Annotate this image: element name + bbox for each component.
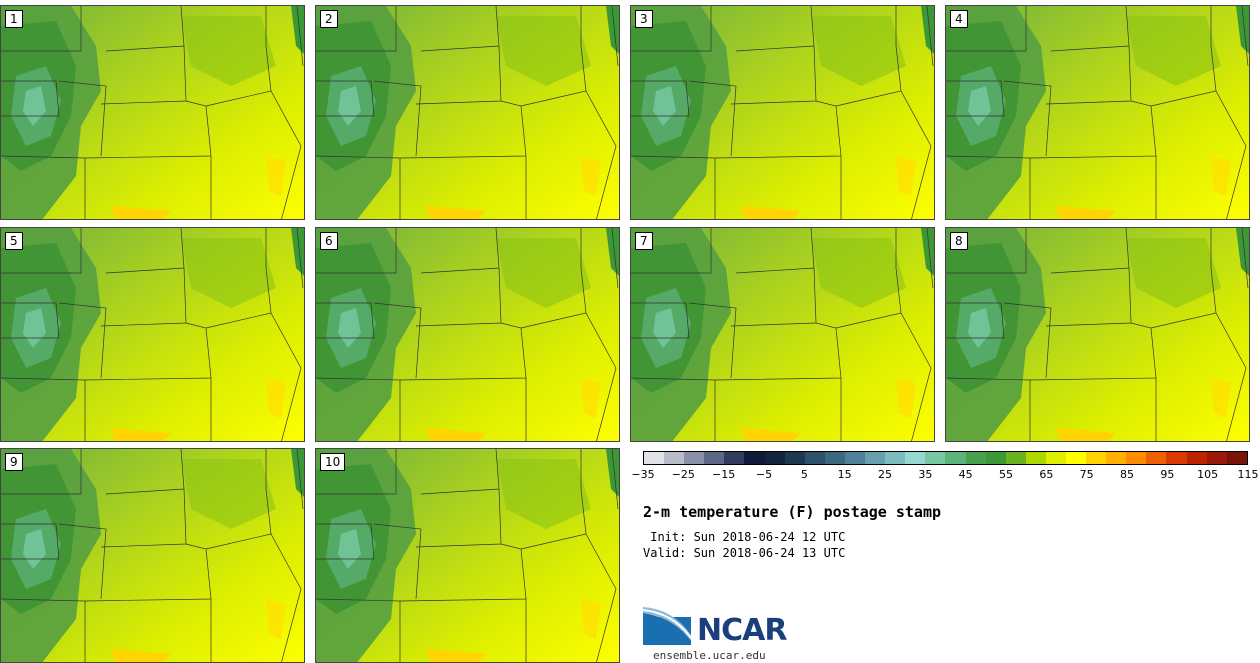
colorbar-bin	[704, 452, 725, 464]
map-panel-3: 3	[630, 5, 935, 220]
panel-member-label: 5	[5, 232, 23, 250]
colorbar-tick-label: 95	[1160, 468, 1175, 481]
map-panel-9: 9	[0, 448, 305, 663]
colorbar-bin	[1005, 452, 1026, 464]
colorbar-bin	[824, 452, 845, 464]
colorbar-tick-label: 35	[918, 468, 933, 481]
map-panel-8: 8	[945, 227, 1250, 442]
colorbar-bin	[844, 452, 866, 464]
colorbar-bin	[985, 452, 1006, 464]
colorbar-tick-label: 15	[837, 468, 852, 481]
colorbar-bin	[744, 452, 765, 464]
panel-member-label: 8	[950, 232, 968, 250]
colorbar-tick-label: 55	[999, 468, 1013, 481]
colorbar-bin	[1126, 452, 1147, 464]
colorbar-bin	[804, 452, 825, 464]
ncar-logo-icon	[643, 607, 692, 645]
panel-member-label: 10	[320, 453, 346, 471]
colorbar-bin	[885, 452, 906, 464]
figure-title: 2-m temperature (F) postage stamp	[643, 503, 942, 521]
ncar-logo-text: NCAR	[697, 613, 787, 648]
colorbar-tick-label: 85	[1120, 468, 1134, 481]
init-time: Init: Sun 2018-06-24 12 UTC	[643, 530, 846, 544]
map-panel-4: 4	[945, 5, 1250, 220]
colorbar-bin	[784, 452, 805, 464]
colorbar-bin	[1166, 452, 1187, 464]
colorbar-tick-label: 115	[1237, 468, 1259, 481]
colorbar-bin	[1106, 452, 1127, 464]
panel-member-label: 2	[320, 10, 338, 28]
colorbar-ticks: −35 −25 −15 −5 5 15 25 35 45 55 65 75 85 95 105 115	[631, 468, 1258, 484]
colorbar-tick-label: 75	[1079, 468, 1094, 481]
colorbar-bin	[1226, 452, 1247, 464]
map-panel-1: 1	[0, 5, 305, 220]
map-panel-6: 6	[315, 227, 620, 442]
colorbar-tick-label: −25	[671, 468, 695, 481]
panel-member-label: 7	[635, 232, 653, 250]
colorbar-bin	[1206, 452, 1227, 464]
colorbar-bin	[925, 452, 946, 464]
colorbar-bin	[764, 452, 785, 464]
colorbar-bin	[1045, 452, 1066, 464]
colorbar-tick-label: 105	[1197, 468, 1219, 481]
colorbar-bin	[945, 452, 966, 464]
temperature-colorbar	[643, 451, 1248, 465]
colorbar-bin	[905, 452, 926, 464]
colorbar-tick-label: 65	[1039, 468, 1054, 481]
map-panel-10: 10	[315, 448, 620, 663]
colorbar-bin	[965, 452, 986, 464]
map-panel-2: 2	[315, 5, 620, 220]
colorbar-bin	[1025, 452, 1046, 464]
panel-member-label: 3	[635, 10, 653, 28]
panel-member-label: 9	[5, 453, 23, 471]
colorbar-bin	[724, 452, 745, 464]
colorbar-tick-label: 45	[958, 468, 973, 481]
map-panel-5: 5	[0, 227, 305, 442]
panel-member-label: 6	[320, 232, 338, 250]
colorbar-tick-label: −15	[712, 468, 736, 481]
panel-member-label: 1	[5, 10, 23, 28]
colorbar-bin	[664, 452, 685, 464]
colorbar-tick-label: 25	[878, 468, 892, 481]
map-panel-7: 7	[630, 227, 935, 442]
colorbar-bin	[865, 452, 886, 464]
panel-member-label: 4	[950, 10, 968, 28]
colorbar-bin	[1186, 452, 1207, 464]
colorbar-bin	[684, 452, 705, 464]
colorbar-tick-label: 5	[800, 468, 808, 481]
website-url: ensemble.ucar.edu	[653, 649, 766, 662]
colorbar-tick-label: −5	[755, 468, 773, 481]
colorbar-bin	[1065, 452, 1087, 464]
colorbar-bin	[644, 452, 665, 464]
colorbar-bin	[1146, 452, 1167, 464]
colorbar-tick-label: −35	[631, 468, 655, 481]
valid-time: Valid: Sun 2018-06-24 13 UTC	[643, 546, 846, 560]
colorbar-bin	[1086, 452, 1107, 464]
